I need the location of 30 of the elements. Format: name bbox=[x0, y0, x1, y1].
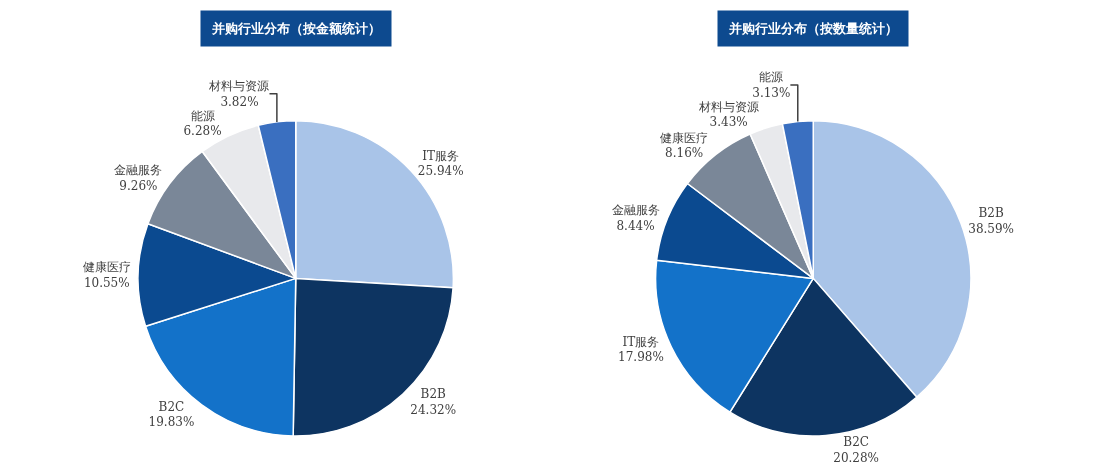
data-label: 20.28% bbox=[833, 451, 880, 465]
data-label: 6.28% bbox=[183, 124, 222, 139]
slice-label: 健康医疗 bbox=[82, 259, 131, 274]
slice-label: B2C bbox=[843, 435, 869, 450]
slice-label: 材料与资源 bbox=[208, 79, 270, 94]
data-label: 38.59% bbox=[968, 222, 1015, 237]
slice-label: B2B bbox=[978, 206, 1004, 221]
chart-title: 并购行业分布（按数量统计） bbox=[728, 21, 898, 36]
data-label: 3.13% bbox=[752, 85, 791, 100]
data-label: 3.82% bbox=[220, 94, 259, 109]
data-label: 8.44% bbox=[616, 218, 655, 233]
data-label: 8.16% bbox=[665, 146, 704, 161]
slice-label: 金融服务 bbox=[114, 163, 163, 178]
data-label: 24.32% bbox=[410, 402, 457, 417]
slice-label: 健康医疗 bbox=[660, 130, 709, 145]
data-label: 9.26% bbox=[119, 179, 158, 194]
slice-label: B2B bbox=[420, 387, 447, 402]
chart-title: 并购行业分布（按金额统计） bbox=[211, 21, 381, 36]
data-label: 19.83% bbox=[148, 415, 195, 430]
slice-label: IT服务 bbox=[422, 148, 460, 163]
slice-label: 能源 bbox=[759, 70, 784, 85]
slice-label: 材料与资源 bbox=[697, 99, 759, 114]
slice-label: B2C bbox=[158, 399, 185, 414]
data-label: 10.55% bbox=[83, 275, 130, 290]
data-label: 17.98% bbox=[618, 350, 664, 365]
slice-label: IT服务 bbox=[622, 334, 660, 349]
data-label: 25.94% bbox=[417, 164, 464, 179]
slice-label: 金融服务 bbox=[611, 202, 660, 217]
data-label: 3.43% bbox=[709, 115, 748, 130]
slice-label: 能源 bbox=[190, 108, 215, 123]
